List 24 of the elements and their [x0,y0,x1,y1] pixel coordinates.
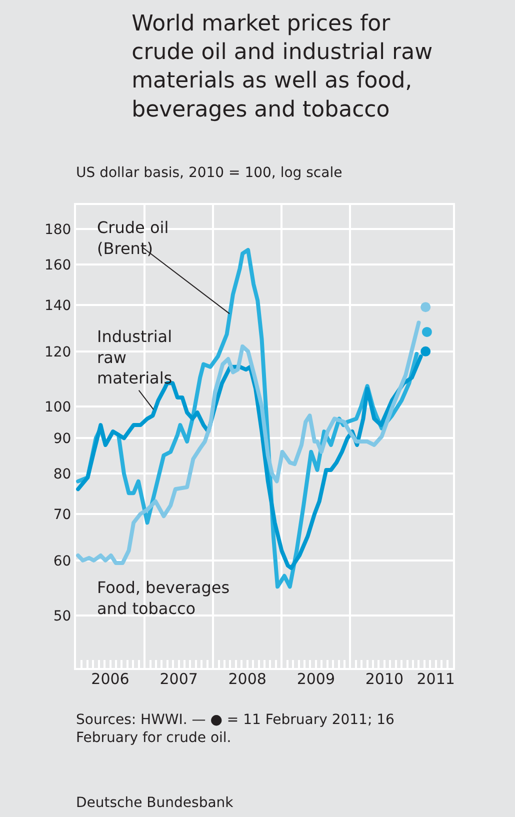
x-tick-label: 2007 [160,670,198,688]
y-tick-label: 120 [44,344,72,360]
y-tick-label: 60 [53,553,72,570]
x-tick-label: 2011 [416,670,455,688]
y-tick-label: 180 [44,222,72,238]
y-tick-label: 100 [44,399,72,416]
y-tick-label: 90 [53,431,72,448]
y-tick-label: 140 [44,298,72,314]
text: Crude oil (Brent) [97,218,169,258]
series-label: Industrial raw materials [97,327,172,388]
chart-subtitle: US dollar basis, 2010 = 100, log scale [76,165,342,181]
line-series [76,320,421,565]
chart-title: World market prices for crude oil and industrial raw materials as well as food, beverages and tobacco [132,11,433,122]
y-tick-label: 80 [53,466,72,483]
y-tick-label: 70 [53,506,72,523]
x-tick-label: 2009 [296,670,336,688]
y-tick-label: 160 [44,258,72,274]
x-tick-label: 2008 [228,670,266,688]
source-note: Sources: HWWI. — ● = 11 February 2011; 16 February for crude oil. [76,712,395,746]
x-tick-label: 2006 [91,670,130,688]
y-tick-label: 50 [53,608,72,624]
x-tick-label: 2010 [365,670,404,688]
series-label: Food, beverages and tobacco [97,578,230,618]
text: Deutsche Bundesbank [76,795,234,811]
